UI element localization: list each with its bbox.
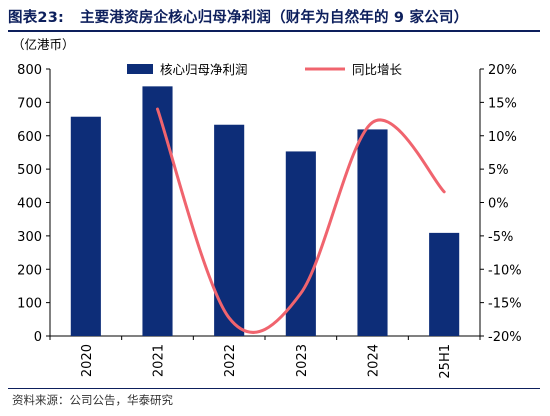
y-tick-label: 0 — [34, 330, 42, 345]
source-note: 资料来源：公司公告，华泰研究 — [12, 393, 173, 407]
y2-tick-label: 0% — [488, 197, 509, 212]
y-tick-label: 500 — [17, 163, 42, 178]
bar — [429, 232, 460, 336]
y2-tick-label: -15% — [488, 297, 522, 312]
y-tick-label: 700 — [17, 96, 42, 111]
y2-tick-label: -20% — [488, 330, 522, 345]
figure-title-text: 主要港资房企核心归母净利润（财年为自然年的 9 家公司） — [79, 10, 469, 26]
y-tick-label: 300 — [17, 230, 42, 245]
source-rule — [8, 388, 540, 389]
x-tick-label: 2023 — [295, 344, 310, 377]
bar — [357, 129, 388, 336]
x-tick-label: 2024 — [367, 344, 382, 377]
y-tick-label: 100 — [17, 297, 42, 312]
legend-bar-label: 核心归母净利润 — [160, 62, 248, 77]
figure-number: 图表23: — [8, 10, 64, 26]
y2-tick-label: 15% — [488, 96, 517, 111]
title-rule — [8, 30, 540, 32]
x-tick-label: 2021 — [152, 344, 167, 377]
y-tick-label: 600 — [17, 130, 42, 145]
x-tick-label: 2022 — [223, 344, 238, 377]
y-tick-label: 400 — [17, 197, 42, 212]
bar — [214, 124, 245, 336]
legend-line-label: 同比增长 — [352, 62, 403, 77]
y-axis-unit-label: （亿港币） — [12, 37, 75, 52]
y2-tick-label: -10% — [488, 263, 522, 278]
legend: 核心归母净利润 同比增长 — [127, 62, 403, 77]
growth-line — [156, 107, 446, 334]
bar — [142, 86, 173, 336]
y2-tick-label: -5% — [488, 230, 513, 245]
chart-title: 图表23: 主要港资房企核心归母净利润（财年为自然年的 9 家公司） — [8, 6, 468, 27]
legend-bar-swatch — [127, 64, 153, 74]
y-tick-label: 800 — [17, 63, 42, 78]
y2-tick-label: 10% — [488, 130, 517, 145]
x-tick-label: 25H1 — [438, 344, 453, 379]
y2-tick-label: 5% — [488, 163, 509, 178]
y2-tick-label: 20% — [488, 63, 517, 78]
x-tick-label: 2020 — [80, 344, 95, 377]
bar — [70, 116, 101, 336]
y-tick-label: 200 — [17, 263, 42, 278]
